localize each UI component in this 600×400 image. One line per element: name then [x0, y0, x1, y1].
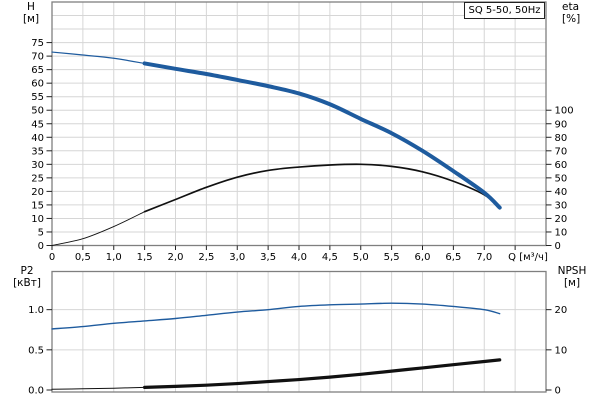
h-tick-label: 45: [31, 119, 44, 130]
h-tick-label: 30: [31, 160, 44, 171]
npsh-curve: [143, 358, 502, 389]
eta-tick-label: 20: [555, 214, 568, 225]
npsh-tick-label: 0: [555, 386, 561, 397]
h-axis-unit: [м]: [22, 12, 40, 25]
h-tick-label: 0: [38, 241, 44, 252]
h-axis-name: H: [27, 1, 35, 13]
top-curves: [51, 51, 502, 246]
q-tick-label: 6,5: [445, 252, 461, 263]
h-axis-title: H [м]: [18, 1, 44, 25]
q-tick-label: 0,5: [75, 252, 91, 263]
h-tick-label: 70: [31, 52, 44, 63]
npsh-tick-label: 10: [555, 345, 568, 356]
q-tick-label: 4,5: [322, 252, 338, 263]
eta-axis-unit: [%]: [562, 12, 581, 25]
top-chart: 0 5 10 15 20 25 30 35 40 45 50 55 60 65 70 75 0 10 20 30 40 5…: [31, 1, 574, 263]
h-tick-label: 5: [38, 227, 44, 238]
npsh-axis-unit: [м]: [563, 276, 581, 289]
bottom-axis-ticks: 0.0 0.5 1.0 0 10 20: [28, 305, 567, 396]
h-tick-label: 60: [31, 79, 44, 90]
bottom-chart: 0.0 0.5 1.0 0 10 20: [28, 270, 567, 397]
head-curve-thin-segment: [51, 51, 146, 65]
q-tick-label: 6,0: [415, 252, 431, 263]
eta-tick-label: 30: [555, 200, 568, 211]
eta-axis-name: eta: [562, 1, 580, 13]
bottom-plot-frame: [51, 270, 547, 393]
eta-tick-label: 40: [555, 187, 568, 198]
q-tick-label: 1,5: [137, 252, 153, 263]
eta-tick-label: 50: [555, 173, 568, 184]
top-grid: [52, 2, 546, 246]
npsh-axis-title: NPSH [м]: [552, 265, 592, 289]
pump-model-badge: SQ 5-50, 50Hz: [464, 2, 545, 19]
npsh-curve-thin-segment: [51, 386, 146, 390]
eta-tick-label: 80: [555, 133, 568, 144]
q-tick-label: 2,5: [198, 252, 214, 263]
p2-tick-label: 1.0: [28, 305, 44, 316]
h-tick-label: 75: [31, 38, 44, 49]
q-tick-label: 1,0: [106, 252, 122, 263]
bottom-grid: [52, 271, 546, 392]
q-tick-label: 4,0: [291, 252, 307, 263]
eta-tick-label: 0: [555, 241, 561, 252]
npsh-tick-label: 20: [555, 305, 568, 316]
p2-curve: [51, 302, 501, 330]
h-tick-label: 55: [31, 92, 44, 103]
eta-tick-label: 90: [555, 119, 568, 130]
eta-curve: [143, 163, 501, 213]
p2-axis-name: P2: [20, 265, 34, 277]
q-tick-label: 3,0: [229, 252, 245, 263]
eta-tick-label: 100: [555, 106, 574, 117]
h-tick-label: 50: [31, 106, 44, 117]
p2-tick-label: 0.5: [28, 345, 44, 356]
eta-tick-label: 60: [555, 160, 568, 171]
p2-axis-title: P2 [кВт]: [10, 265, 44, 289]
npsh-axis-name: NPSH: [557, 265, 587, 277]
p2-tick-label: 0.0: [28, 386, 44, 397]
q-tick-label: 0: [49, 252, 55, 263]
h-tick-label: 25: [31, 173, 44, 184]
eta-axis-title: eta [%]: [562, 1, 581, 25]
eta-tick-label: 10: [555, 227, 568, 238]
q-tick-label: 3,5: [260, 252, 276, 263]
h-tick-label: 35: [31, 146, 44, 157]
q-tick-label: 2,0: [168, 252, 184, 263]
q-tick-label: 7,0: [476, 252, 492, 263]
head-curve: [142, 61, 502, 210]
h-tick-label: 65: [31, 65, 44, 76]
top-axis-ticks: 0 5 10 15 20 25 30 35 40 45 50 55 60 65 70 75 0 10 20 30 40 5…: [31, 38, 573, 263]
q-axis-title: Q [м³/ч]: [508, 252, 548, 263]
eta-tick-label: 70: [555, 146, 568, 157]
h-tick-label: 20: [31, 187, 44, 198]
q-tick-label: 5,5: [384, 252, 400, 263]
bottom-curves: [51, 302, 502, 390]
p2-axis-unit: [кВт]: [13, 276, 41, 289]
eta-curve-thin-segment: [51, 211, 146, 246]
h-tick-label: 40: [31, 133, 44, 144]
q-tick-label: 5,0: [353, 252, 369, 263]
h-tick-label: 10: [31, 214, 44, 225]
h-tick-label: 15: [31, 200, 44, 211]
